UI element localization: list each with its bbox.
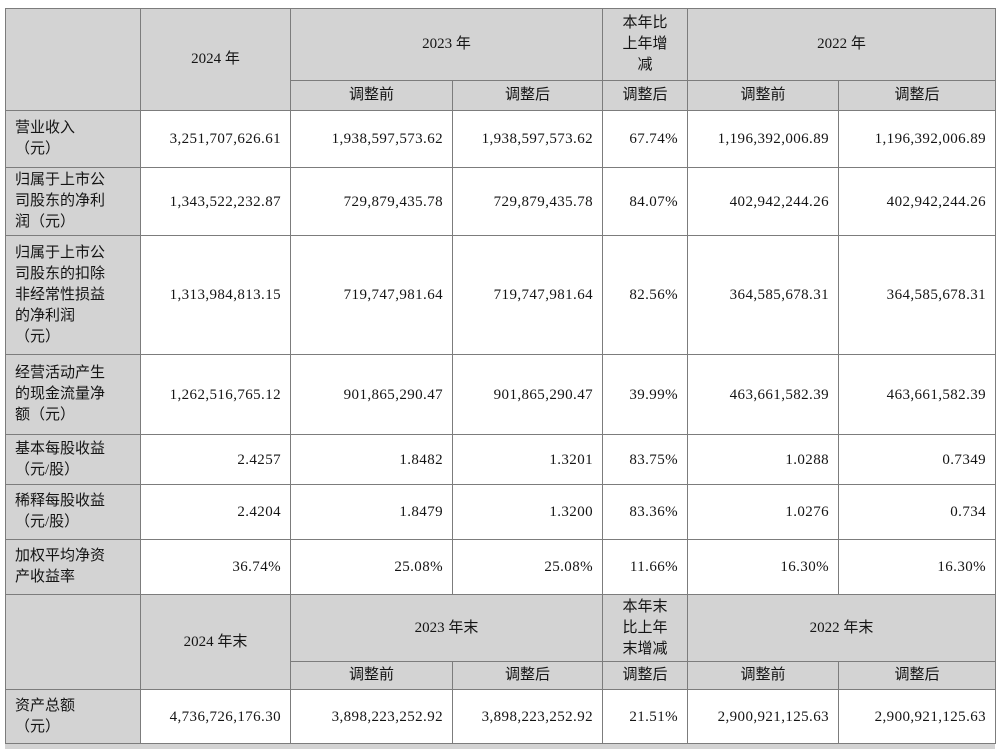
header-2022: 2022 年 [687,8,997,81]
cell-weighted-roe-2024: 36.74% [140,539,291,595]
cell-net-profit-2022-pre: 402,942,244.26 [687,167,840,236]
cell-diluted-eps-2022-post: 0.734 [838,484,997,540]
row-net-profit-deducted: 归属于上市公 司股东的扣除 非经常性损益 的净利润 （元） 1,313,984,… [5,235,997,355]
cell-net-profit-change: 84.07% [602,167,689,236]
row-label-total-assets: 资产总额 （元） [5,689,141,744]
cell-operating-cash-flow-2024: 1,262,516,765.12 [140,354,291,435]
cell-weighted-roe-2023-post: 25.08% [451,539,604,595]
row-label-net-profit: 归属于上市公 司股东的净利 润（元） [5,167,141,236]
cell-net-profit-2023-post: 729,879,435.78 [451,167,604,236]
cell-basic-eps-2023-post: 1.3201 [451,434,604,485]
financial-summary-table: 2024 年 2023 年 本年比 上年增 减 2022 年 调整前 调整后 调… [5,8,997,744]
row-total-assets: 资产总额 （元） 4,736,726,176.30 3,898,223,252.… [5,689,997,744]
header-2022-yearend: 2022 年末 [687,594,997,662]
section1-subheader-row: 调整前 调整后 调整后 调整前 调整后 [6,80,997,111]
cell-total-assets-2022-pre: 2,900,921,125.63 [687,689,840,744]
row-diluted-eps: 稀释每股收益 （元/股） 2.4204 1.8479 1.3200 83.36%… [5,484,997,540]
row-net-profit: 归属于上市公 司股东的净利 润（元） 1,343,522,232.87 729,… [5,167,997,236]
corner-cell [5,8,141,111]
row-label-net-profit-deducted: 归属于上市公 司股东的扣除 非经常性损益 的净利润 （元） [5,235,141,355]
cell-diluted-eps-change: 83.36% [602,484,689,540]
corner-cell-2 [5,594,141,690]
financial-summary-table-wrap: 2024 年 2023 年 本年比 上年增 减 2022 年 调整前 调整后 调… [5,8,997,749]
header-2024: 2024 年 [140,8,291,111]
cell-revenue-2022-pre: 1,196,392,006.89 [687,110,840,168]
section2-subheader-row: 调整前 调整后 调整后 调整前 调整后 [6,661,997,690]
header-2023: 2023 年 [289,8,604,81]
cell-net-profit-deducted-2023-pre: 719,747,981.64 [290,235,453,355]
cell-weighted-roe-2023-pre: 25.08% [290,539,453,595]
cell-basic-eps-change: 83.75% [602,434,689,485]
subheader-2022-pre-adjust: 调整前 [687,80,840,111]
header-yoy-change: 本年比 上年增 减 [602,8,689,81]
row-weighted-roe: 加权平均净资 产收益率 36.74% 25.08% 25.08% 11.66% … [5,539,997,595]
section2-header-row: 2024 年末 2023 年末 本年末 比上年 末增减 2022 年末 [5,594,997,690]
header-2023-yearend: 2023 年末 [289,594,604,662]
cell-basic-eps-2022-post: 0.7349 [838,434,997,485]
row-basic-eps: 基本每股收益 （元/股） 2.4257 1.8482 1.3201 83.75%… [5,434,997,485]
cell-operating-cash-flow-2022-pre: 463,661,582.39 [687,354,840,435]
cell-weighted-roe-change: 11.66% [602,539,689,595]
cell-weighted-roe-2022-post: 16.30% [838,539,997,595]
subheader2-2022-post-adjust: 调整后 [838,661,997,690]
subheader2-2023-post-adjust: 调整后 [451,661,604,690]
header-2024-yearend: 2024 年末 [140,594,291,690]
cell-total-assets-2023-pre: 3,898,223,252.92 [290,689,453,744]
subheader2-2023-pre-adjust: 调整前 [290,661,453,690]
header-yearend-change: 本年末 比上年 末增减 [602,594,689,662]
cell-revenue-change: 67.74% [602,110,689,168]
subheader2-change-post-adjust: 调整后 [602,661,689,690]
row-operating-cash-flow: 经营活动产生 的现金流量净 额（元） 1,262,516,765.12 901,… [5,354,997,435]
cell-net-profit-deducted-2022-post: 364,585,678.31 [838,235,997,355]
cell-diluted-eps-2022-pre: 1.0276 [687,484,840,540]
cell-net-profit-deducted-change: 82.56% [602,235,689,355]
cell-revenue-2023-post: 1,938,597,573.62 [451,110,604,168]
cell-net-profit-deducted-2024: 1,313,984,813.15 [140,235,291,355]
cell-operating-cash-flow-2023-post: 901,865,290.47 [451,354,604,435]
cell-operating-cash-flow-2023-pre: 901,865,290.47 [290,354,453,435]
subheader2-2022-pre-adjust: 调整前 [687,661,840,690]
cell-net-profit-deducted-2023-post: 719,747,981.64 [451,235,604,355]
cell-diluted-eps-2023-pre: 1.8479 [290,484,453,540]
section1-header-row: 2024 年 2023 年 本年比 上年增 减 2022 年 [5,8,997,111]
cell-basic-eps-2023-pre: 1.8482 [290,434,453,485]
cell-revenue-2024: 3,251,707,626.61 [140,110,291,168]
cell-net-profit-2022-post: 402,942,244.26 [838,167,997,236]
cell-net-profit-deducted-2022-pre: 364,585,678.31 [687,235,840,355]
row-label-revenue: 营业收入 （元） [5,110,141,168]
row-label-basic-eps: 基本每股收益 （元/股） [5,434,141,485]
subheader-2022-post-adjust: 调整后 [838,80,997,111]
cell-net-profit-2024: 1,343,522,232.87 [140,167,291,236]
cell-total-assets-2023-post: 3,898,223,252.92 [451,689,604,744]
cell-total-assets-change: 21.51% [602,689,689,744]
row-revenue: 营业收入 （元） 3,251,707,626.61 1,938,597,573.… [5,110,997,168]
cell-diluted-eps-2024: 2.4204 [140,484,291,540]
cell-total-assets-2022-post: 2,900,921,125.63 [838,689,997,744]
cell-operating-cash-flow-change: 39.99% [602,354,689,435]
row-label-weighted-roe: 加权平均净资 产收益率 [5,539,141,595]
row-label-operating-cash-flow: 经营活动产生 的现金流量净 额（元） [5,354,141,435]
subheader-change-post-adjust: 调整后 [602,80,689,111]
cell-revenue-2022-post: 1,196,392,006.89 [838,110,997,168]
cell-total-assets-2024: 4,736,726,176.30 [140,689,291,744]
subheader-2023-post-adjust: 调整后 [451,80,604,111]
cell-operating-cash-flow-2022-post: 463,661,582.39 [838,354,997,435]
row-label-diluted-eps: 稀释每股收益 （元/股） [5,484,141,540]
cell-net-profit-2023-pre: 729,879,435.78 [290,167,453,236]
subheader-2023-pre-adjust: 调整前 [290,80,453,111]
cell-weighted-roe-2022-pre: 16.30% [687,539,840,595]
cell-basic-eps-2024: 2.4257 [140,434,291,485]
cell-basic-eps-2022-pre: 1.0288 [687,434,840,485]
next-row-partial [5,744,995,749]
cell-revenue-2023-pre: 1,938,597,573.62 [290,110,453,168]
cell-diluted-eps-2023-post: 1.3200 [451,484,604,540]
